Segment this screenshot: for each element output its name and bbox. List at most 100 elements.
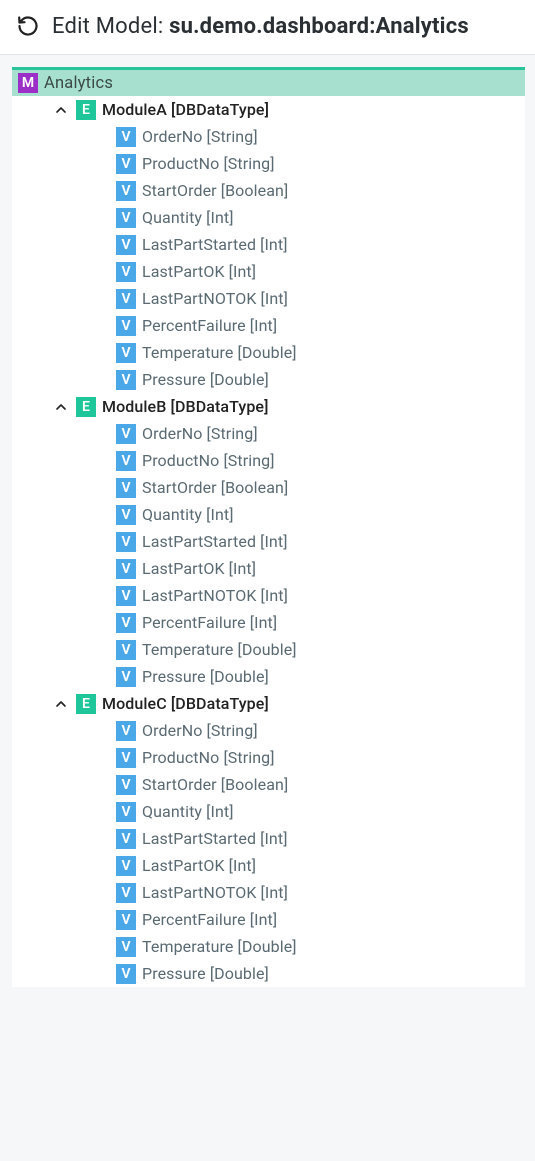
tree-variable-row[interactable]: V LastPartNOTOK [Int] [116, 285, 525, 312]
variable-badge-icon: V [116, 451, 136, 471]
tree-variable-row[interactable]: VTemperature [Double] [116, 636, 525, 663]
tree-variable-row[interactable]: VProductNo [String] [116, 447, 525, 474]
chevron-up-icon[interactable] [50, 399, 72, 415]
tree-variable-row[interactable]: V LastPartNOTOK [Int] [116, 582, 525, 609]
tree-variable-row[interactable]: V LastPartStarted [Int] [116, 528, 525, 555]
variable-badge-icon: V [116, 856, 136, 876]
tree-variable-label: Temperature [Double] [142, 937, 297, 956]
tree-variable-label: Pressure [Double] [142, 667, 269, 686]
tree-variable-row[interactable]: V OrderNo [String] [116, 123, 525, 150]
variable-badge-icon: V [116, 802, 136, 822]
tree-entity-label: ModuleB [DBDataType] [102, 397, 269, 416]
tree-variable-row[interactable]: V PercentFailure [Int] [116, 312, 525, 339]
variable-badge-icon: V [116, 829, 136, 849]
tree-variable-label: LastPartOK [Int] [142, 856, 256, 875]
tree-variable-label: PercentFailure [Int] [142, 316, 277, 335]
variable-badge-icon: V [116, 424, 136, 444]
tree-variable-row[interactable]: V StartOrder [Boolean] [116, 474, 525, 501]
variable-badge-icon: V [116, 262, 136, 282]
tree-variable-row[interactable]: V LastPartOK [Int] [116, 555, 525, 582]
tree-variable-row[interactable]: V OrderNo [String] [116, 717, 525, 744]
tree-entity-label: ModuleA [DBDataType] [102, 100, 269, 119]
tree-variable-row[interactable]: V Temperature [Double] [116, 339, 525, 366]
chevron-up-icon[interactable] [50, 102, 72, 118]
tree-variable-label: LastPartStarted [Int] [142, 829, 288, 848]
variable-badge-icon: V [116, 235, 136, 255]
tree-variable-label: OrderNo [String] [142, 721, 258, 740]
variable-badge-icon: V [116, 721, 136, 741]
variable-badge-icon: V [116, 883, 136, 903]
tree-variable-label: StartOrder [Boolean] [142, 181, 288, 200]
tree-variable-row[interactable]: V LastPartOK [Int] [116, 258, 525, 285]
tree-variable-row[interactable]: V ProductNo [String] [116, 744, 525, 771]
tree-variable-label: ProductNo [String] [142, 748, 275, 767]
tree-variable-label: LastPartOK [Int] [142, 559, 256, 578]
tree-variable-label: LastPartStarted [Int] [142, 532, 288, 551]
tree-variable-label: LastPartNOTOK [Int] [142, 289, 288, 308]
tree-variable-label: Temperature [Double] [142, 640, 297, 659]
tree-root-label: Analytics [44, 74, 113, 93]
model-tree-panel: M Analytics E ModuleA [DBDataType] V OrderN… [12, 67, 525, 987]
tree-variable-label: Quantity [Int] [142, 208, 234, 227]
tree-variable-row[interactable]: VProductNo [String] [116, 150, 525, 177]
tree-variable-label: Pressure [Double] [142, 964, 269, 983]
model-badge-icon: M [18, 73, 38, 93]
tree-entity-row[interactable]: EModuleC [DBDataType] [50, 690, 525, 717]
title-prefix: Edit Model: [52, 14, 169, 39]
tree-variable-label: StartOrder [Boolean] [142, 478, 288, 497]
variable-badge-icon: V [116, 181, 136, 201]
entity-badge-icon: E [76, 100, 96, 120]
tree-variable-row[interactable]: VOrderNo [String] [116, 420, 525, 447]
tree-variable-label: OrderNo [String] [142, 127, 258, 146]
tree-variable-row[interactable]: V StartOrder [Boolean] [116, 771, 525, 798]
variable-badge-icon: V [116, 505, 136, 525]
variable-badge-icon: V [116, 559, 136, 579]
tree-variable-label: Quantity [Int] [142, 802, 234, 821]
variable-badge-icon: V [116, 289, 136, 309]
tree-variable-row[interactable]: VPercentFailure [Int] [116, 906, 525, 933]
chevron-up-icon[interactable] [50, 696, 72, 712]
refresh-icon[interactable] [14, 12, 42, 40]
tree-variable-row[interactable]: VPercentFailure [Int] [116, 609, 525, 636]
variable-badge-icon: V [116, 586, 136, 606]
tree-variable-row[interactable]: V LastPartStarted [Int] [116, 825, 525, 852]
variable-badge-icon: V [116, 532, 136, 552]
tree-variable-row[interactable]: V Quantity [Int] [116, 798, 525, 825]
page-title: Edit Model: su.demo.dashboard:Analytics [52, 14, 469, 39]
title-model-path: su.demo.dashboard:Analytics [169, 14, 469, 39]
tree-variable-label: Quantity [Int] [142, 505, 234, 524]
tree-root-row[interactable]: M Analytics [12, 70, 525, 96]
tree-variable-row[interactable]: V LastPartNOTOK [Int] [116, 879, 525, 906]
variable-badge-icon: V [116, 208, 136, 228]
tree-variable-row[interactable]: V LastPartOK [Int] [116, 852, 525, 879]
tree-variable-row[interactable]: V Quantity [Int] [116, 204, 525, 231]
variable-badge-icon: V [116, 343, 136, 363]
tree-variable-row[interactable]: V StartOrder [Boolean] [116, 177, 525, 204]
editor-header: Edit Model: su.demo.dashboard:Analytics [0, 0, 535, 55]
variable-badge-icon: V [116, 316, 136, 336]
tree-entity-label: ModuleC [DBDataType] [102, 694, 269, 713]
tree-variable-label: LastPartNOTOK [Int] [142, 883, 288, 902]
tree-variable-row[interactable]: V Pressure [Double] [116, 366, 525, 393]
variable-badge-icon: V [116, 127, 136, 147]
entity-badge-icon: E [76, 397, 96, 417]
variable-badge-icon: V [116, 748, 136, 768]
variable-badge-icon: V [116, 775, 136, 795]
tree-variable-label: LastPartOK [Int] [142, 262, 256, 281]
variable-badge-icon: V [116, 154, 136, 174]
variable-badge-icon: V [116, 910, 136, 930]
tree-variable-label: LastPartStarted [Int] [142, 235, 288, 254]
tree-variable-row[interactable]: V Quantity [Int] [116, 501, 525, 528]
variable-badge-icon: V [116, 370, 136, 390]
variable-badge-icon: V [116, 478, 136, 498]
tree-variable-label: StartOrder [Boolean] [142, 775, 288, 794]
tree-variable-row[interactable]: VPressure [Double] [116, 960, 525, 987]
tree-variable-row[interactable]: VTemperature [Double] [116, 933, 525, 960]
tree-variable-row[interactable]: V LastPartStarted [Int] [116, 231, 525, 258]
tree-variable-label: LastPartNOTOK [Int] [142, 586, 288, 605]
tree-variable-label: Pressure [Double] [142, 370, 269, 389]
tree-variable-label: Temperature [Double] [142, 343, 297, 362]
tree-entity-row[interactable]: E ModuleB [DBDataType] [50, 393, 525, 420]
tree-variable-row[interactable]: VPressure [Double] [116, 663, 525, 690]
tree-entity-row[interactable]: E ModuleA [DBDataType] [50, 96, 525, 123]
